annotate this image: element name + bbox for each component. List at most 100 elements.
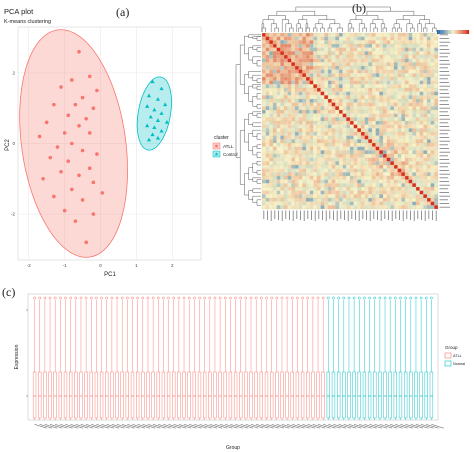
heatmap-cell [434, 128, 439, 133]
heatmap-cell [372, 62, 376, 67]
heatmap-cell [309, 44, 314, 48]
heatmap-cell [280, 110, 285, 114]
heatmap-cell [280, 146, 285, 151]
dendrogram-branch [256, 199, 261, 206]
heatmap-cell [280, 150, 285, 155]
heatmap-cell [364, 58, 369, 63]
heatmap-cell [287, 91, 292, 96]
heatmap-cell [383, 91, 387, 96]
heatmap-cell [408, 91, 413, 96]
heatmap-cell [295, 139, 299, 144]
heatmap-cell [262, 117, 266, 122]
heatmap-cell [394, 190, 398, 195]
heatmap-cell [291, 201, 296, 206]
heatmap-cell [346, 66, 351, 70]
heatmap-cell [276, 73, 281, 78]
heatmap-cell [346, 33, 351, 37]
dendrogram-branch [256, 104, 261, 109]
heatmap-cell [394, 194, 398, 199]
heatmap-cell [423, 66, 428, 70]
heatmap-cell [372, 132, 376, 136]
heatmap-cell [287, 44, 292, 48]
heatmap-cell [339, 176, 343, 180]
heatmap-cell [265, 117, 270, 122]
heatmap-cell [405, 62, 409, 67]
heatmap-cell [291, 40, 296, 45]
heatmap-cell [357, 128, 362, 133]
heatmap-cell [390, 80, 395, 85]
heatmap-cell [390, 91, 395, 96]
heatmap-cell [427, 165, 431, 169]
pca-point-atll [91, 212, 96, 216]
heatmap-cell [313, 150, 318, 155]
heatmap-cell [284, 55, 288, 59]
boxplot-x-tick-label [214, 423, 228, 429]
heatmap-cell [412, 179, 417, 184]
heatmap-cell [434, 135, 439, 140]
heatmap-cell [335, 168, 340, 173]
heatmap-cell [412, 172, 417, 177]
heatmap-cell [273, 58, 277, 63]
heatmap-cell [335, 121, 340, 125]
heatmap-cell [339, 110, 343, 114]
dendrogram-branch [256, 151, 261, 158]
heatmap-cell [262, 36, 266, 41]
heatmap-cell [339, 124, 343, 129]
heatmap-cell [309, 157, 314, 162]
heatmap-cell [280, 168, 285, 173]
heatmap-cell [412, 198, 417, 202]
heatmap-cell [273, 198, 277, 202]
heatmap-cell [383, 77, 387, 81]
heatmap-cell [273, 176, 277, 180]
heatmap-cell [269, 66, 274, 70]
heatmap-cell [361, 88, 365, 92]
heatmap-cell [350, 51, 354, 56]
heatmap-cell [265, 172, 270, 177]
boxplot-outlier [311, 296, 315, 300]
dendrogram-branch [256, 78, 261, 83]
heatmap-cell [302, 165, 307, 169]
heatmap-cell [372, 73, 376, 78]
heatmap-cell [390, 121, 395, 125]
heatmap-cell [328, 73, 332, 78]
heatmap-cell [309, 183, 314, 188]
heatmap-cell [331, 157, 336, 162]
boxplot-outlier [151, 296, 155, 300]
heatmap-cell [430, 99, 435, 103]
heatmap-cell [269, 47, 274, 52]
heatmap-cell [335, 135, 340, 140]
heatmap-cell [375, 143, 380, 147]
heatmap-cell [317, 154, 321, 158]
heatmap-cell [416, 58, 420, 63]
heatmap-cell [405, 161, 409, 166]
heatmap-cell [269, 55, 274, 59]
heatmap-cell [309, 124, 314, 129]
heatmap-cell [339, 139, 343, 144]
heatmap-cell [364, 176, 369, 180]
heatmap-cell [401, 62, 406, 67]
heatmap-cell [394, 187, 398, 191]
heatmap-cell [317, 201, 321, 206]
heatmap-cell [262, 110, 266, 114]
heatmap-cell [357, 66, 362, 70]
heatmap-cell [353, 128, 358, 133]
heatmap-cell [324, 161, 329, 166]
heatmap-cell [412, 55, 417, 59]
heatmap-cell [346, 55, 351, 59]
heatmap-cell [269, 77, 274, 81]
heatmap-cell [368, 128, 373, 133]
heatmap-cell [276, 51, 281, 56]
heatmap-cell [357, 58, 362, 63]
heatmap-cell [372, 47, 376, 52]
heatmap-cell [313, 201, 318, 206]
heatmap-cell [342, 62, 347, 67]
heatmap-cell [335, 172, 340, 177]
heatmap-cell [361, 165, 365, 169]
heatmap-cell [287, 58, 292, 63]
heatmap-cell [372, 194, 376, 199]
heatmap-cell [262, 91, 266, 96]
heatmap-cell [313, 33, 318, 37]
heatmap-cell [298, 172, 303, 177]
heatmap-cell [287, 73, 292, 78]
heatmap-cell [419, 73, 424, 78]
